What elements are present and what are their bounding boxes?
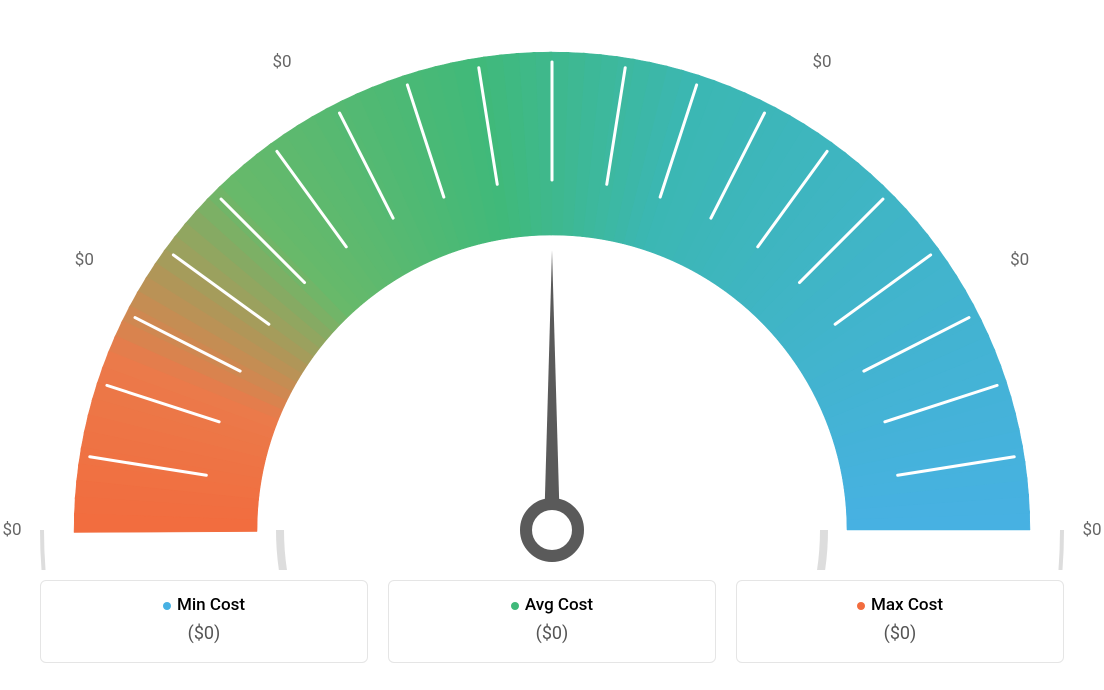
legend-min-title: Min Cost [61, 595, 347, 615]
gauge-scale-label: $0 [1082, 520, 1101, 540]
legend-min: Min Cost ($0) [40, 580, 368, 663]
legend-max-label: Max Cost [871, 595, 943, 615]
legend-row: Min Cost ($0) Avg Cost ($0) Max Cost ($0… [40, 580, 1064, 663]
cost-gauge-container: $0$0$0$0$0$0$0 Min Cost ($0) Avg Cost ($… [0, 0, 1104, 690]
gauge-scale-label: $0 [1010, 250, 1029, 270]
legend-avg-label: Avg Cost [525, 595, 593, 615]
legend-avg-title: Avg Cost [409, 595, 695, 615]
legend-avg-value: ($0) [409, 623, 695, 644]
dot-icon [857, 602, 865, 610]
dot-icon [163, 602, 171, 610]
gauge-scale-label: $0 [812, 52, 831, 72]
legend-max-value: ($0) [757, 623, 1043, 644]
gauge-chart: $0$0$0$0$0$0$0 [0, 0, 1104, 570]
legend-max-title: Max Cost [757, 595, 1043, 615]
gauge-scale-label: $0 [272, 52, 291, 72]
dot-icon [511, 602, 519, 610]
gauge-scale-label: $0 [75, 250, 94, 270]
legend-min-label: Min Cost [177, 595, 245, 615]
legend-avg: Avg Cost ($0) [388, 580, 716, 663]
legend-min-value: ($0) [61, 623, 347, 644]
gauge-scale-label: $0 [2, 520, 21, 540]
legend-max: Max Cost ($0) [736, 580, 1064, 663]
